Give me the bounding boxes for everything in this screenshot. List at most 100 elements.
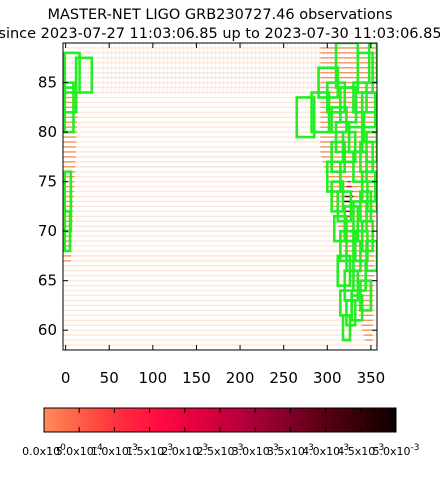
region-row <box>362 329 373 331</box>
sky-row <box>63 156 377 158</box>
sky-dot-column <box>203 43 204 93</box>
y-tick-label: 60 <box>38 321 57 339</box>
sky-row <box>63 235 377 237</box>
sky-row <box>63 175 377 178</box>
colorbar-tick-label: 3.5x10-3 <box>267 443 314 458</box>
region-row <box>63 141 77 143</box>
sky-row <box>63 101 377 104</box>
region-row <box>63 126 78 128</box>
colorbar-tick-label: 5.0x10-4 <box>56 443 103 458</box>
sky-row <box>63 279 377 282</box>
plot-area <box>63 43 377 350</box>
region-row <box>63 101 79 104</box>
region-row <box>63 185 75 188</box>
field-box <box>63 51 81 94</box>
sky-dot-column <box>303 43 304 93</box>
region-row <box>63 260 71 262</box>
region-row <box>63 195 74 198</box>
x-tick-label: 250 <box>269 369 298 387</box>
region-row <box>321 156 377 158</box>
region-row <box>351 284 374 287</box>
sky-dot-column <box>283 43 284 93</box>
sky-row <box>63 275 377 277</box>
region-row <box>63 235 73 237</box>
sky-dot-column <box>207 43 208 93</box>
field-box <box>341 314 352 342</box>
field-box <box>74 56 94 94</box>
sky-dot-column <box>291 43 292 93</box>
chart-subtitle: since 2023-07-27 11:03:06.85 up to 2023-… <box>0 26 440 42</box>
sky-dot-column <box>111 43 112 93</box>
sky-dot-column <box>215 43 216 93</box>
x-tick-label: 150 <box>182 369 211 387</box>
x-tick-label: 300 <box>313 369 342 387</box>
sky-dot-column <box>171 43 172 93</box>
sky-row <box>63 284 377 287</box>
y-tick-label: 80 <box>38 123 57 141</box>
sky-row <box>63 339 377 341</box>
sky-row <box>63 225 377 227</box>
region-row <box>63 161 76 163</box>
sky-row <box>63 141 377 143</box>
peak-row <box>346 185 352 188</box>
sky-row <box>63 230 377 232</box>
region-row <box>354 294 374 297</box>
region-row <box>63 245 72 247</box>
field-box <box>63 86 78 114</box>
region-row <box>63 225 73 227</box>
sky-row <box>63 151 377 153</box>
sky-row <box>63 190 377 193</box>
region-row <box>63 215 73 218</box>
x-tick-label: 200 <box>226 369 255 387</box>
sky-dot-column <box>223 43 224 93</box>
field-box <box>352 81 368 114</box>
sky-row <box>63 195 377 198</box>
sky-row <box>63 131 377 133</box>
region-row <box>320 111 377 114</box>
sky-dot-column <box>195 43 196 93</box>
region-row <box>328 185 377 188</box>
sky-dot-column <box>107 43 108 93</box>
colorbar-tick-label: 0.0x100 <box>22 443 66 458</box>
sky-dot-column <box>211 43 212 93</box>
region-row <box>356 304 374 307</box>
sky-dot-column <box>279 43 280 93</box>
region-row <box>335 215 376 218</box>
region-row <box>63 255 72 257</box>
sky-row <box>63 171 377 173</box>
chart-title: MASTER-NET LIGO GRB230727.46 observation… <box>47 7 393 23</box>
region-row <box>63 166 76 168</box>
sky-row <box>63 146 377 148</box>
sky-row <box>63 215 377 218</box>
sky-row <box>63 294 377 297</box>
region-row <box>63 175 75 178</box>
region-row <box>63 151 76 153</box>
x-tick-label: 0 <box>61 369 71 387</box>
region-row <box>63 136 77 138</box>
sky-dot-column <box>287 43 288 93</box>
sky-dot-column <box>139 43 140 93</box>
region-row <box>320 116 377 118</box>
sky-dot-column <box>119 43 120 93</box>
sky-row <box>63 265 377 267</box>
sky-dot-column <box>155 43 156 93</box>
sky-row <box>63 299 377 302</box>
region-row <box>360 319 374 321</box>
field-box <box>325 160 342 193</box>
colorbar-tick-label: 4.5x10-3 <box>337 443 384 458</box>
sky-dot-column <box>147 43 148 93</box>
region-row <box>320 72 377 74</box>
region-row <box>63 180 75 183</box>
x-tick-label: 100 <box>139 369 168 387</box>
field-box <box>360 170 377 203</box>
region-row <box>63 106 79 109</box>
sky-dot-column <box>219 43 220 93</box>
colorbar-tick-label: 3.0x10-3 <box>232 443 279 458</box>
sky-dot-column <box>187 43 188 93</box>
observation-fields <box>63 43 377 342</box>
region-row <box>320 47 377 49</box>
region-row <box>320 67 377 69</box>
y-tick-label: 65 <box>38 272 57 290</box>
region-row <box>320 76 377 79</box>
sky-dot-column <box>259 43 260 93</box>
